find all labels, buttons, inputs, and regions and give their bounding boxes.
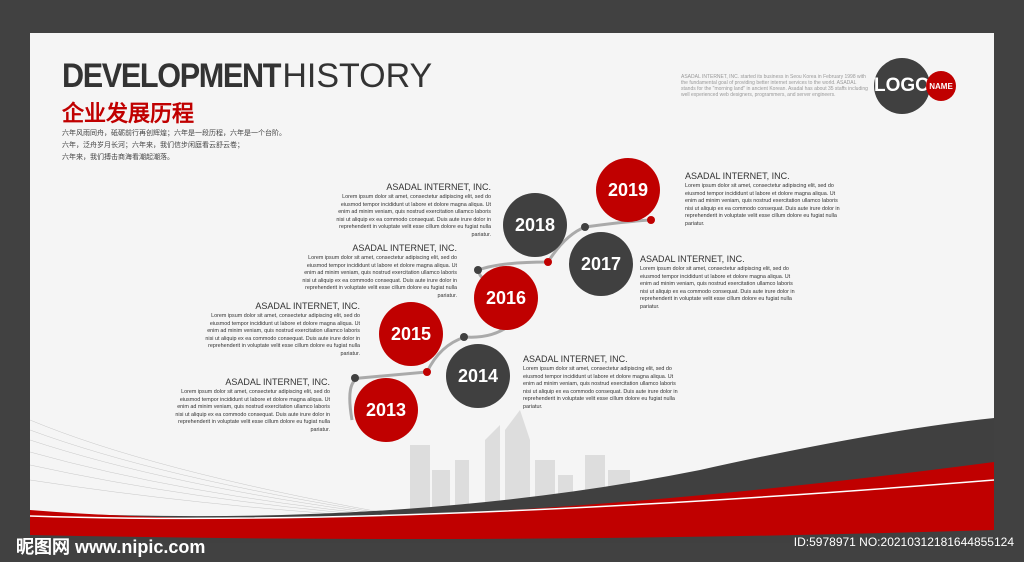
- watermark-id: ID:5978971 NO:20210312181644855124: [793, 535, 1014, 549]
- intro-text: 六年风雨同舟，砥砺前行再创辉煌；六年是一段历程，六年是一个台阶。 六年，泛舟岁月长…: [62, 130, 286, 161]
- bottom-wave-red: [30, 462, 994, 539]
- page-title: DEVELOPMENTHISTORY: [62, 57, 433, 95]
- year-description-2016: ASADAL INTERNET, INC. Lorem ipsum dolor s…: [297, 243, 457, 301]
- description-text: Lorem ipsum dolor sit amet, consectetur …: [640, 266, 795, 310]
- year-description-2019: ASADAL INTERNET, INC. Lorem ipsum dolor s…: [685, 171, 845, 229]
- logo: LOGO: [874, 58, 930, 114]
- company-name: ASADAL INTERNET, INC.: [225, 377, 330, 387]
- year-description-2013: ASADAL INTERNET, INC. Lorem ipsum dolor s…: [170, 377, 330, 435]
- year-circle-2013: 2013: [354, 378, 418, 442]
- company-name: ASADAL INTERNET, INC.: [352, 243, 457, 253]
- company-name: ASADAL INTERNET, INC.: [523, 354, 628, 364]
- description-text: Lorem ipsum dolor sit amet, consectetur …: [685, 183, 840, 227]
- year-circle-2018: 2018: [503, 193, 567, 257]
- year-description-2017: ASADAL INTERNET, INC. Lorem ipsum dolor s…: [640, 254, 800, 312]
- year-circle-2017: 2017: [569, 232, 633, 296]
- company-name: ASADAL INTERNET, INC.: [640, 254, 745, 264]
- page-subtitle: 企业发展历程: [62, 101, 195, 126]
- year-description-2015: ASADAL INTERNET, INC. Lorem ipsum dolor s…: [200, 301, 360, 359]
- watermark-site: 昵图网 www.nipic.com: [16, 537, 206, 557]
- company-name: ASADAL INTERNET, INC.: [255, 301, 360, 311]
- year-description-2014: ASADAL INTERNET, INC. Lorem ipsum dolor s…: [523, 354, 683, 412]
- year-circle-2014: 2014: [446, 344, 510, 408]
- year-circle-2015: 2015: [379, 302, 443, 366]
- year-circle-2019: 2019: [596, 158, 660, 222]
- timeline-dots: [351, 216, 655, 382]
- year-description-2018: ASADAL INTERNET, INC. Lorem ipsum dolor s…: [331, 182, 491, 240]
- logo-name-badge: NAME: [926, 71, 956, 101]
- description-text: Lorem ipsum dolor sit amet, consectetur …: [175, 389, 330, 433]
- about-text: ASADAL INTERNET, INC. started its busine…: [681, 74, 868, 98]
- year-circle-2016: 2016: [474, 266, 538, 330]
- description-text: Lorem ipsum dolor sit amet, consectetur …: [336, 194, 491, 238]
- description-text: Lorem ipsum dolor sit amet, consectetur …: [523, 366, 678, 410]
- description-text: Lorem ipsum dolor sit amet, consectetur …: [205, 313, 360, 357]
- grid-wave: [29, 419, 381, 518]
- company-name: ASADAL INTERNET, INC.: [685, 171, 790, 181]
- company-name: ASADAL INTERNET, INC.: [386, 182, 491, 192]
- description-text: Lorem ipsum dolor sit amet, consectetur …: [302, 255, 457, 299]
